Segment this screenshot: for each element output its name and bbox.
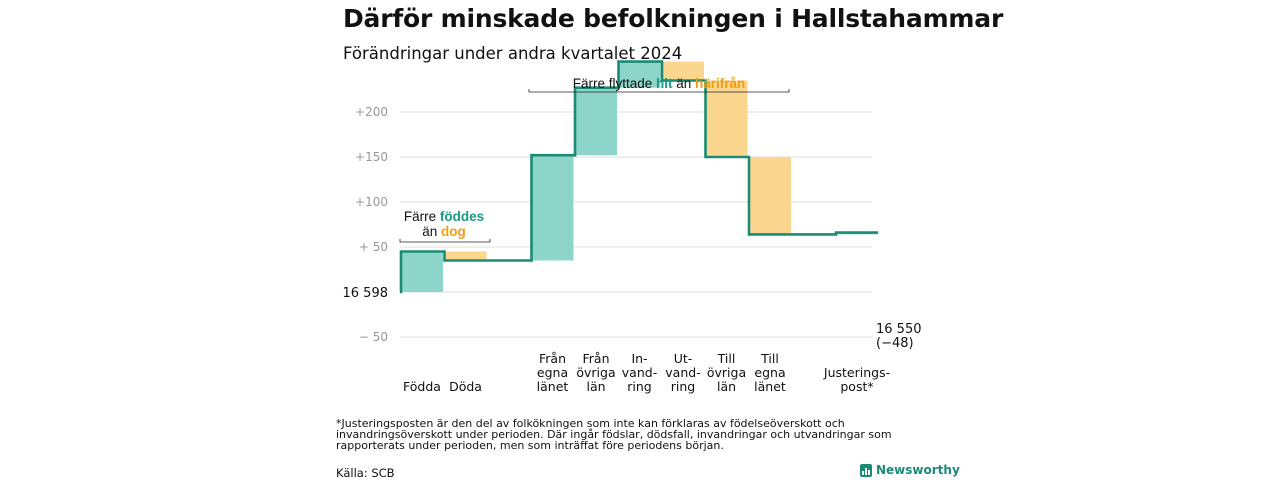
y-tick-label: + 50 — [359, 240, 388, 254]
brand-name: Newsworthy — [876, 463, 960, 477]
x-category-label: Från övriga län — [576, 351, 615, 394]
x-category-label: Till övriga län — [707, 351, 746, 394]
end-value-label: 16 550 — [876, 322, 922, 337]
x-category-label: Ut-vand-ring — [665, 351, 700, 394]
bar-1 — [401, 251, 443, 292]
newsworthy-logo-icon — [860, 463, 872, 477]
bar-3 — [531, 155, 574, 261]
waterfall-chart: − 50 + 50 +100 +150 +200 16 598 16 550(−48) Föd… — [343, 60, 922, 394]
y-tick-label: +100 — [355, 195, 388, 209]
chart-title: Därför minskade befolkningen i Hallstaha… — [343, 4, 1004, 33]
y-tick-label: +150 — [355, 150, 388, 164]
x-category-label: Födda — [403, 379, 441, 394]
x-category-label: Från egna länet — [537, 351, 569, 394]
x-category-label: Till egna länet — [754, 351, 786, 394]
annotation-text: Färre flyttade hit än härifrån — [573, 76, 746, 91]
bar-2 — [444, 251, 487, 261]
x-category-label: Justerings-post* — [823, 365, 890, 394]
start-value-label: 16 598 — [343, 286, 389, 301]
end-value-label: (−48) — [876, 336, 914, 351]
bar-7 — [705, 80, 748, 157]
y-tick-label: +200 — [355, 105, 388, 119]
footnote: *Justeringsposten är den del av folkökni… — [336, 417, 892, 452]
chart-subtitle: Förändringar under andra kvartalet 2024 — [343, 44, 683, 63]
annotation-text: Färre föddes — [404, 209, 484, 224]
x-category-label: In-vand-ring — [622, 351, 657, 394]
bar-5 — [618, 61, 661, 88]
y-tick-label: − 50 — [359, 330, 388, 344]
brand-logo[interactable]: Newsworthy — [860, 463, 960, 477]
annotation-bracket — [528, 89, 790, 93]
bar-8 — [749, 157, 791, 235]
annotation-bracket — [399, 239, 491, 243]
bar-4 — [575, 87, 617, 156]
step-line — [399, 60, 878, 294]
x-category-label: Döda — [449, 379, 482, 394]
bar-6 — [662, 61, 704, 81]
source-label: Källa: SCB — [336, 466, 395, 480]
annotation-text: än dog — [422, 224, 466, 239]
